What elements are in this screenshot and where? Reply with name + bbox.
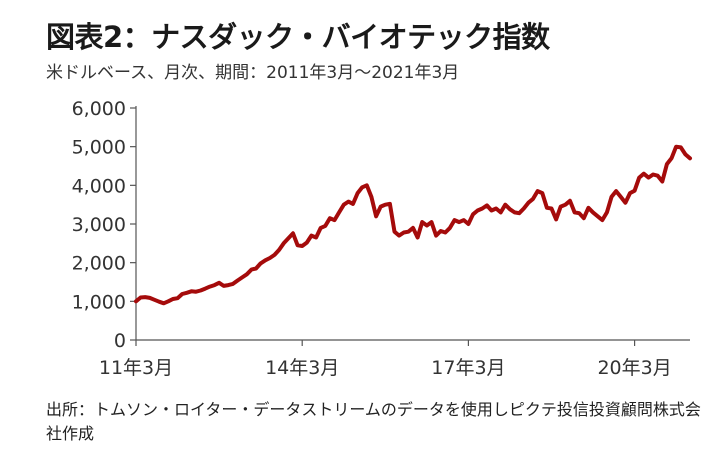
y-tick-label: 3,000 xyxy=(72,214,126,236)
y-tick-label: 0 xyxy=(114,330,126,352)
chart-subtitle: 米ドルベース、月次、期間：2011年3月～2021年3月 xyxy=(46,63,460,83)
y-tick-label: 2,000 xyxy=(72,253,126,275)
series-line-0 xyxy=(134,144,692,306)
y-tick-label: 6,000 xyxy=(72,98,126,120)
x-axis: 11年3月 14年3月 17年3月 20年3月 xyxy=(99,339,690,379)
source-note: 出所：トムソン・ロイター・データストリームのデータを使用しピクテ投信投資顧問株式… xyxy=(46,400,701,443)
x-tick-label: 20年3月 xyxy=(597,357,671,379)
x-tick-label: 11年3月 xyxy=(99,357,173,379)
series-layer xyxy=(134,144,692,306)
chart-title: 図表2：ナスダック・バイオテック指数 xyxy=(46,20,550,54)
y-tick-label: 4,000 xyxy=(72,175,126,197)
x-tick-label: 17年3月 xyxy=(431,357,505,379)
y-tick-label: 5,000 xyxy=(72,137,126,159)
y-tick-label: 1,000 xyxy=(72,291,126,313)
x-tick-label: 14年3月 xyxy=(265,357,339,379)
y-axis: 0 1,000 2,000 3,000 4,000 5,000 6,000 xyxy=(72,98,137,352)
